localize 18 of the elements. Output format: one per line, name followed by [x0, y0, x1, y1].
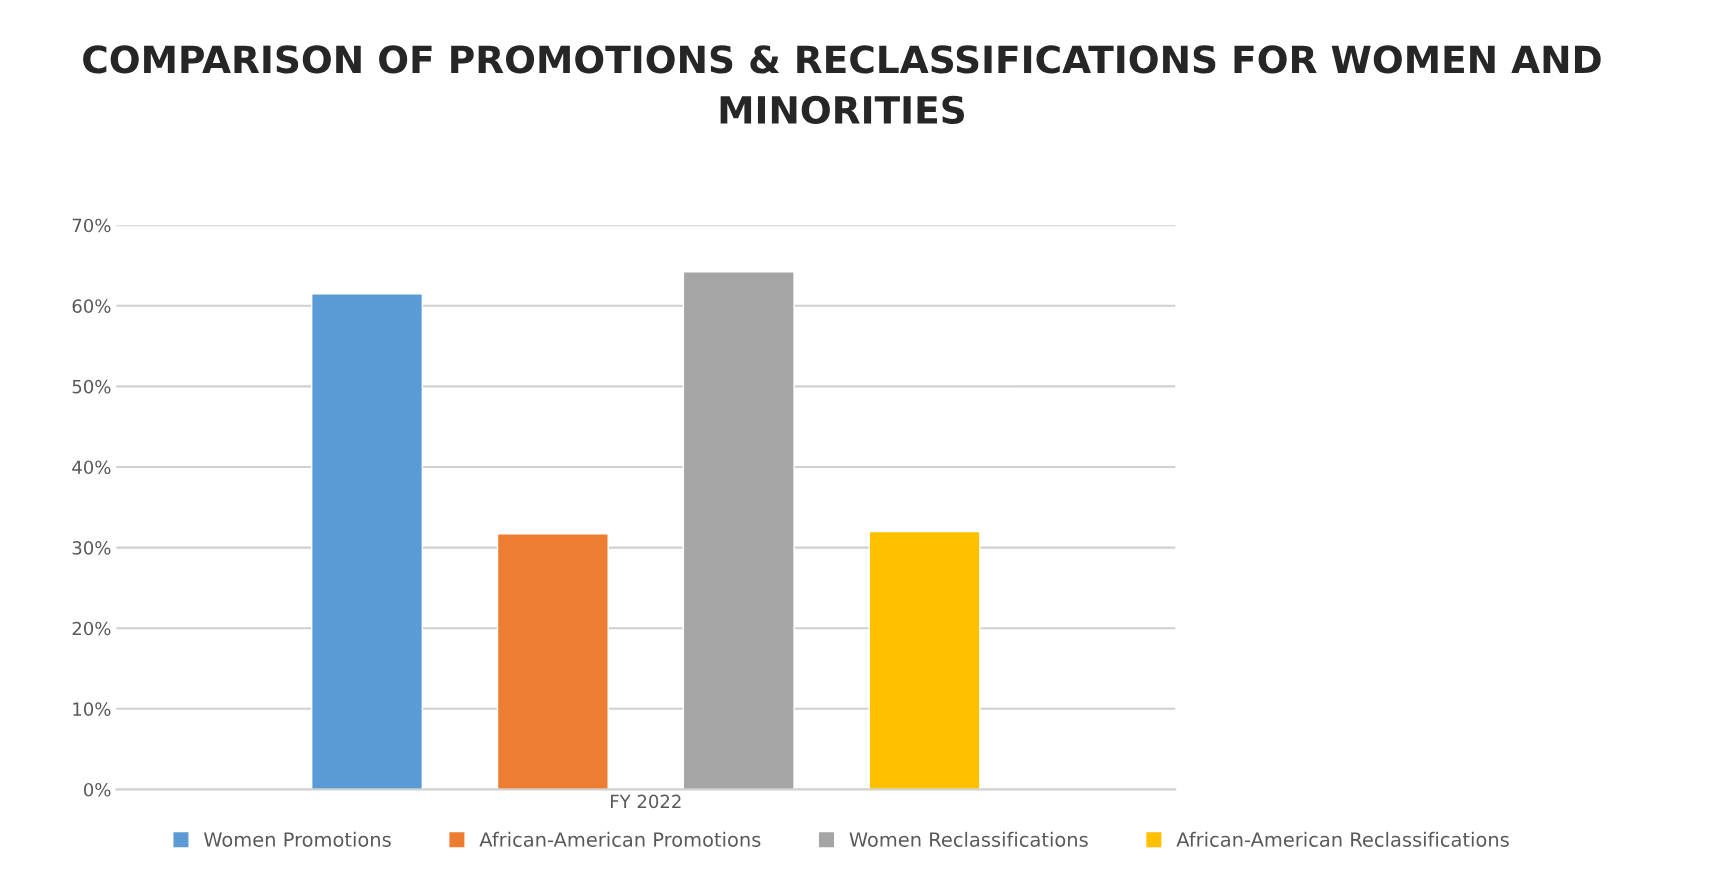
- bar: [868, 530, 981, 790]
- y-tick-label: 50%: [72, 379, 111, 394]
- y-tick-label: 30%: [72, 541, 111, 555]
- y-tick-label: 0%: [84, 782, 111, 797]
- bar: [682, 271, 795, 790]
- legend-label: Women Promotions: [203, 831, 391, 847]
- y-tick-label: 40%: [72, 460, 111, 475]
- y-tick-label: 20%: [72, 621, 111, 636]
- y-tick-label: 70%: [72, 218, 111, 233]
- y-tick-label: 60%: [72, 299, 111, 313]
- legend-label: Women Reclassifications: [849, 831, 1088, 847]
- legend-label: African-American Promotions: [479, 831, 761, 847]
- bar: [496, 533, 609, 790]
- bar: [310, 292, 424, 790]
- legend-label: African-American Reclassifications: [1176, 831, 1509, 847]
- y-tick-label: 10%: [73, 702, 111, 716]
- chart-title: COMPARISON OF PROMOTIONS & RECLASSIFICATIONS FOR WOMEN AND MINORITIES: [83, 45, 1601, 125]
- x-tick-label: FY 2022: [611, 794, 681, 809]
